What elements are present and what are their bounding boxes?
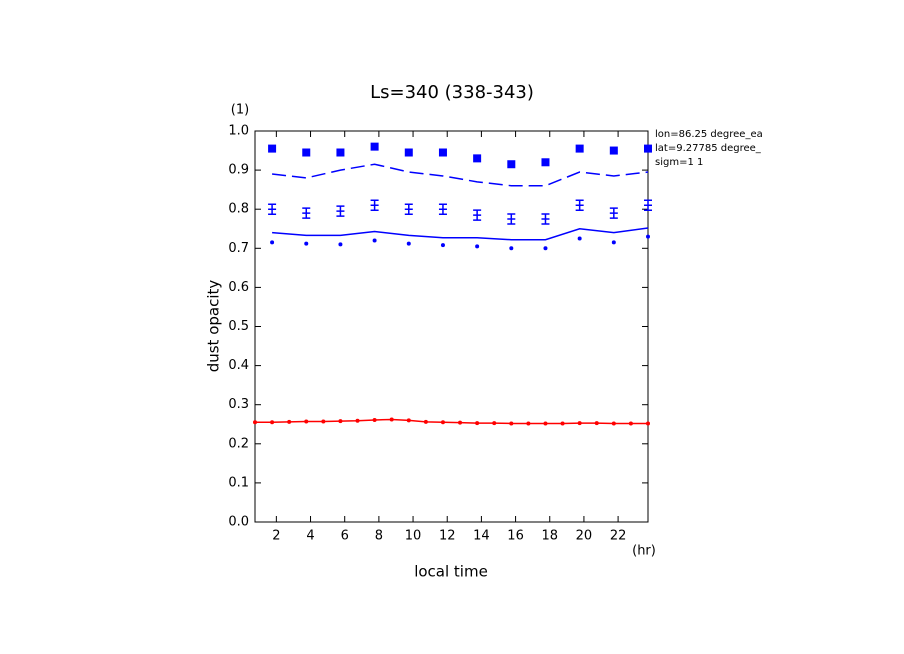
marker xyxy=(302,207,311,219)
x-tick-label: 4 xyxy=(306,529,314,544)
y-tick-label: 0.5 xyxy=(228,319,249,334)
marker xyxy=(575,199,584,212)
marker xyxy=(644,199,652,212)
y-tick-label: 0.9 xyxy=(228,163,249,178)
chart-title: Ls=340 (338-343) xyxy=(370,82,534,103)
marker xyxy=(611,421,616,426)
marker xyxy=(370,199,379,212)
marker xyxy=(389,417,394,422)
marker xyxy=(594,421,599,426)
marker xyxy=(321,419,326,424)
y-tick-label: 0.6 xyxy=(228,280,249,295)
marker xyxy=(541,158,550,167)
marker xyxy=(287,419,292,424)
marker xyxy=(423,419,428,424)
marker xyxy=(577,421,582,426)
marker xyxy=(372,417,377,422)
annotation: lat=9.27785 degree_ xyxy=(655,143,762,154)
marker xyxy=(507,213,516,225)
marker xyxy=(473,154,482,163)
marker xyxy=(526,421,531,426)
x-tick-label: 16 xyxy=(507,529,524,544)
marker xyxy=(543,246,548,251)
marker xyxy=(475,244,480,249)
marker xyxy=(406,418,411,423)
x-tick-label: 20 xyxy=(576,529,593,544)
marker xyxy=(611,240,616,245)
y-tick-label: 0.7 xyxy=(228,241,249,256)
marker xyxy=(543,421,548,426)
marker xyxy=(646,421,650,426)
marker xyxy=(338,242,343,247)
y-unit: (1) xyxy=(231,103,249,118)
marker xyxy=(253,420,257,425)
x-tick-label: 6 xyxy=(341,529,349,544)
y-tick-label: 0.8 xyxy=(228,202,249,217)
x-axis-label: local time xyxy=(414,563,488,581)
x-tick-label: 2 xyxy=(272,529,280,544)
marker xyxy=(609,207,618,219)
marker xyxy=(438,148,447,157)
series-line xyxy=(255,418,648,425)
marker xyxy=(560,421,565,426)
marker xyxy=(628,421,633,426)
x-tick-label: 12 xyxy=(439,529,456,544)
marker xyxy=(268,144,277,153)
marker xyxy=(507,160,516,169)
series-line xyxy=(272,227,649,241)
marker xyxy=(372,238,377,243)
marker xyxy=(268,203,277,215)
series-line xyxy=(272,163,649,187)
marker xyxy=(577,236,582,241)
marker xyxy=(646,234,650,239)
marker xyxy=(304,419,309,424)
marker xyxy=(644,144,652,153)
marker xyxy=(438,203,447,215)
marker xyxy=(541,213,550,225)
y-tick-label: 0.2 xyxy=(228,436,249,451)
y-tick-label: 0.1 xyxy=(228,475,249,490)
marker xyxy=(473,209,482,221)
x-tick-label: 22 xyxy=(610,529,627,544)
marker xyxy=(492,421,497,426)
marker xyxy=(270,240,275,245)
marker xyxy=(575,144,584,153)
marker xyxy=(440,243,445,248)
marker xyxy=(336,148,345,157)
marker xyxy=(370,142,379,151)
x-tick-label: 18 xyxy=(541,529,558,544)
marker xyxy=(355,418,360,423)
marker xyxy=(509,421,514,426)
marker xyxy=(338,419,343,424)
marker xyxy=(304,241,309,246)
x-tick-label: 10 xyxy=(405,529,422,544)
annotation: sigm=1 1 xyxy=(655,157,703,168)
marker xyxy=(406,241,411,246)
y-axis-label: dust opacity xyxy=(205,280,223,373)
x-tick-label: 8 xyxy=(375,529,383,544)
marker xyxy=(609,146,618,155)
x-unit: (hr) xyxy=(632,544,656,559)
marker xyxy=(302,148,311,157)
marker xyxy=(270,420,275,425)
annotation: lon=86.25 degree_ea xyxy=(655,129,763,140)
marker xyxy=(404,203,413,215)
y-tick-label: 0.0 xyxy=(228,515,249,530)
y-tick-label: 1.0 xyxy=(228,124,249,139)
plot-frame xyxy=(254,130,649,523)
marker xyxy=(336,205,345,217)
y-tick-label: 0.3 xyxy=(228,397,249,412)
marker xyxy=(458,420,463,425)
marker xyxy=(440,420,445,425)
marker xyxy=(404,148,413,157)
marker xyxy=(475,421,480,426)
marker xyxy=(509,246,514,251)
y-tick-label: 0.4 xyxy=(228,358,249,373)
x-tick-label: 14 xyxy=(473,529,490,544)
